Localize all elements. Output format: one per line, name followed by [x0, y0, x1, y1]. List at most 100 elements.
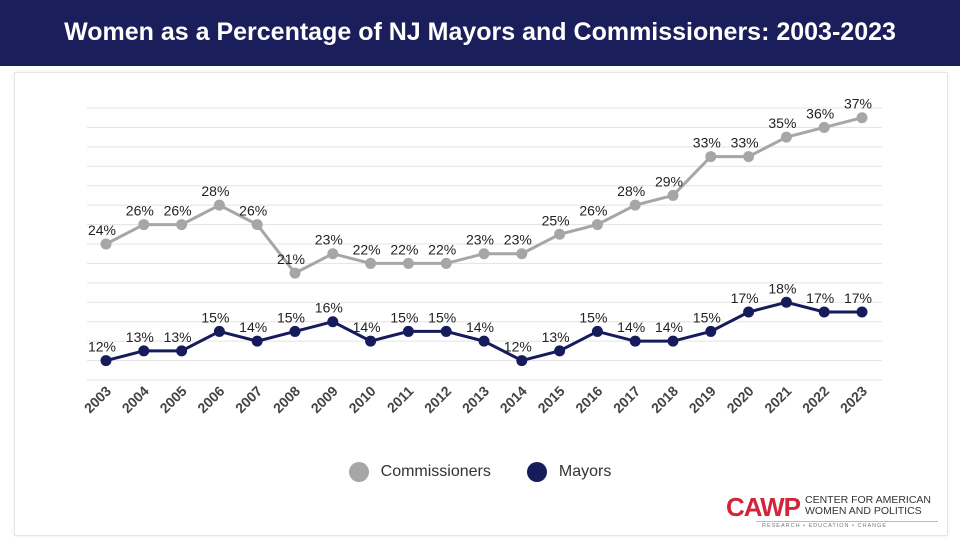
data-label: 22% — [353, 241, 381, 257]
x-tick-label: 2023 — [837, 383, 870, 416]
data-point — [440, 325, 452, 337]
data-point — [818, 121, 830, 133]
data-point — [289, 325, 301, 337]
x-tick-label: 2004 — [119, 383, 152, 416]
x-tick-label: 2019 — [686, 383, 719, 416]
logo-name: CENTER FOR AMERICAN WOMEN AND POLITICS — [805, 494, 932, 517]
data-label: 13% — [164, 329, 192, 345]
data-point — [402, 325, 414, 337]
x-tick-label: 2003 — [81, 383, 114, 416]
data-label: 37% — [844, 96, 872, 112]
data-point — [138, 345, 150, 357]
legend-item-commissioners: Commissioners — [348, 462, 491, 482]
data-point — [516, 248, 528, 260]
x-tick-label: 2016 — [572, 383, 605, 416]
logo-divider — [756, 521, 938, 522]
data-label: 14% — [655, 319, 683, 335]
data-point — [327, 248, 339, 260]
x-tick-label: 2022 — [799, 383, 832, 416]
data-label: 13% — [126, 329, 154, 345]
data-point — [100, 238, 112, 250]
x-tick-label: 2015 — [534, 383, 567, 416]
legend-item-mayors: Mayors — [526, 462, 612, 482]
x-tick-label: 2006 — [194, 383, 227, 416]
data-label: 17% — [731, 290, 759, 306]
data-point — [780, 296, 792, 308]
data-point — [402, 257, 414, 269]
legend-label: Commissioners — [380, 463, 491, 480]
data-label: 14% — [353, 319, 381, 335]
x-tick-label: 2008 — [270, 383, 303, 416]
data-label: 12% — [504, 339, 532, 355]
data-point — [591, 325, 603, 337]
legend-label: Mayors — [558, 463, 612, 480]
data-point — [213, 325, 225, 337]
data-label: 15% — [390, 309, 418, 325]
data-point — [629, 199, 641, 211]
data-label: 26% — [579, 203, 607, 219]
x-tick-label: 2011 — [384, 383, 417, 416]
data-label: 15% — [201, 309, 229, 325]
data-label: 23% — [315, 232, 343, 248]
data-label: 36% — [806, 105, 834, 121]
data-point — [818, 306, 830, 318]
x-tick-label: 2009 — [308, 383, 341, 416]
data-point — [667, 335, 679, 347]
data-point — [780, 131, 792, 143]
data-label: 33% — [693, 135, 721, 151]
data-point — [705, 151, 717, 163]
data-label: 14% — [466, 319, 494, 335]
data-label: 13% — [542, 329, 570, 345]
x-tick-label: 2021 — [761, 383, 794, 416]
data-label: 23% — [466, 232, 494, 248]
logo-tagline: RESEARCH • EDUCATION • CHANGE — [762, 523, 888, 529]
data-label: 15% — [277, 309, 305, 325]
data-label: 26% — [126, 203, 154, 219]
data-point — [591, 219, 603, 231]
data-label: 16% — [315, 300, 343, 316]
x-tick-label: 2018 — [648, 383, 681, 416]
page-title: Women as a Percentage of NJ Mayors and C… — [0, 0, 960, 66]
data-label: 33% — [731, 135, 759, 151]
data-point — [629, 335, 641, 347]
data-point — [251, 335, 263, 347]
legend-swatch-icon — [348, 462, 369, 482]
data-label: 14% — [239, 319, 267, 335]
data-point — [743, 306, 755, 318]
data-label: 26% — [239, 203, 267, 219]
data-label: 21% — [277, 251, 305, 267]
data-label: 15% — [693, 309, 721, 325]
data-point — [327, 316, 339, 328]
x-tick-label: 2017 — [610, 383, 643, 416]
x-tick-label: 2007 — [232, 383, 265, 416]
data-label: 22% — [428, 241, 456, 257]
data-point — [176, 219, 188, 231]
data-point — [705, 325, 717, 337]
cawp-logo: CAWP CENTER FOR AMERICAN WOMEN AND POLITI… — [726, 492, 946, 536]
data-point — [856, 306, 868, 318]
data-label: 18% — [768, 280, 796, 296]
data-label: 23% — [504, 232, 532, 248]
data-label: 28% — [201, 183, 229, 199]
x-tick-label: 2013 — [459, 383, 492, 416]
legend-swatch-icon — [526, 462, 547, 482]
data-label: 25% — [542, 212, 570, 228]
data-label: 35% — [768, 115, 796, 131]
data-point — [856, 112, 868, 124]
data-label: 26% — [164, 203, 192, 219]
x-tick-label: 2020 — [723, 383, 756, 416]
data-point — [213, 199, 225, 211]
data-label: 14% — [617, 319, 645, 335]
data-point — [176, 345, 188, 357]
data-point — [365, 257, 377, 269]
data-label: 17% — [844, 290, 872, 306]
data-point — [440, 257, 452, 269]
data-point — [554, 345, 566, 357]
data-label: 15% — [428, 309, 456, 325]
x-tick-label: 2012 — [421, 383, 454, 416]
x-tick-label: 2010 — [345, 383, 378, 416]
data-label: 15% — [579, 309, 607, 325]
data-point — [554, 228, 566, 240]
data-point — [138, 219, 150, 231]
